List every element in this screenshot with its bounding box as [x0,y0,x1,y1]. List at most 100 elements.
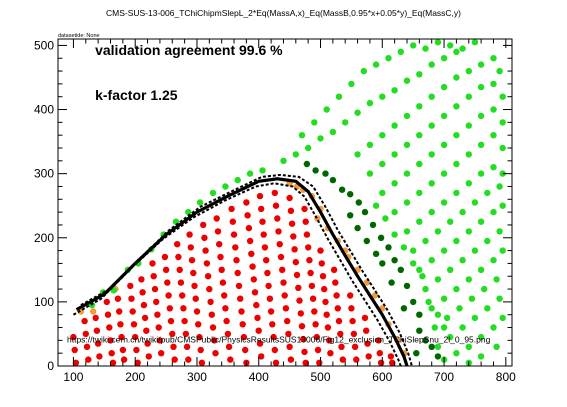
excluded-point [219,279,227,286]
excluded-point [179,292,186,299]
allowed_disagree-point [369,221,377,229]
y-tick-label: 0 [47,359,54,373]
allowed_disagree-point [388,279,395,286]
excluded-point [206,285,213,293]
excluded-point [267,308,275,315]
excluded-point [197,346,204,354]
excluded-point [133,346,140,354]
allowed-point [477,333,485,341]
excluded-point [182,330,190,338]
allowed-point [499,314,506,322]
excluded-point [128,295,135,302]
allowed-point [280,157,287,164]
excluded-point [153,298,160,306]
excluded-point [165,292,172,299]
excluded-point [106,324,113,331]
allowed-point [354,151,361,158]
allowed-point [403,112,411,120]
allowed-point [323,106,330,113]
excluded-point [318,260,325,267]
allowed-point [335,93,343,100]
allowed-point [400,244,408,251]
excluded-point [260,231,267,238]
allowed-point [422,45,429,52]
excluded-point [282,305,290,312]
allowed-point [416,218,423,225]
excluded_disagree-point [371,292,379,299]
allowed-point [428,305,435,312]
allowed_disagree-point [303,160,311,168]
allowed-point [471,199,479,206]
allowed-point [499,144,506,152]
excluded-point [190,269,197,277]
excluded-point [321,285,328,293]
excluded-point [227,356,234,363]
excluded-point [376,350,383,357]
excluded-point [249,263,256,270]
allowed-point [465,93,472,100]
excluded-point [295,284,302,291]
excluded-point [222,305,229,312]
allowed-point [459,324,466,331]
allowed_disagree-point [403,282,411,290]
allowed-point [477,141,485,148]
allowed-point [465,67,472,75]
allowed-point [428,122,435,129]
allowed-point [431,324,438,331]
excluded-point [180,305,187,312]
allowed-point [440,199,448,206]
excluded-point [317,247,324,254]
excluded-point [230,231,238,238]
excluded-point [330,266,338,273]
excluded-point [297,310,304,317]
excluded-point [334,305,341,312]
allowed_disagree-point [363,237,370,245]
allowed-point [428,208,435,216]
allowed-point [185,208,192,216]
allowed-point [465,180,472,187]
excluded-point [248,250,255,257]
allowed-point [416,189,423,197]
allowed-point [453,74,460,81]
excluded-point [96,353,103,360]
excluded-point [144,340,151,347]
excluded-point [335,317,343,325]
allowed-point [453,189,460,197]
allowed-point [465,151,472,158]
excluded-point [176,266,183,273]
excluded-point [259,218,266,225]
allowed-point [440,324,448,331]
allowed-point [493,343,500,350]
allowed-point [410,260,417,267]
allowed-point [379,160,386,168]
plot-frame [57,38,513,367]
allowed-point [465,343,472,350]
allowed-point [416,132,423,139]
excluded-point [94,340,102,347]
allowed-point [391,122,398,129]
allowed_disagree-point [347,212,354,219]
allowed_disagree-point [338,186,346,193]
excluded-point [291,246,298,253]
allowed-point [499,247,506,254]
excluded-point [143,327,150,334]
allowed-point [465,228,472,235]
excluded-point [181,317,188,325]
allowed-point [366,170,374,177]
allowed-point [342,119,349,126]
allowed_disagree-point [416,327,423,334]
excluded-point [204,273,212,280]
allowed-point [484,305,491,312]
excluded-point [253,301,260,309]
allowed-point [379,93,386,100]
allowed-point [434,343,442,350]
allowed-point [434,311,442,318]
allowed-point [391,231,398,238]
excluded-point [228,205,235,213]
excluded-point [243,199,250,206]
exclusion-curve-minus [72,182,402,367]
excluded-point [280,279,287,286]
excluded-point [212,350,219,357]
allowed-point [292,151,299,158]
